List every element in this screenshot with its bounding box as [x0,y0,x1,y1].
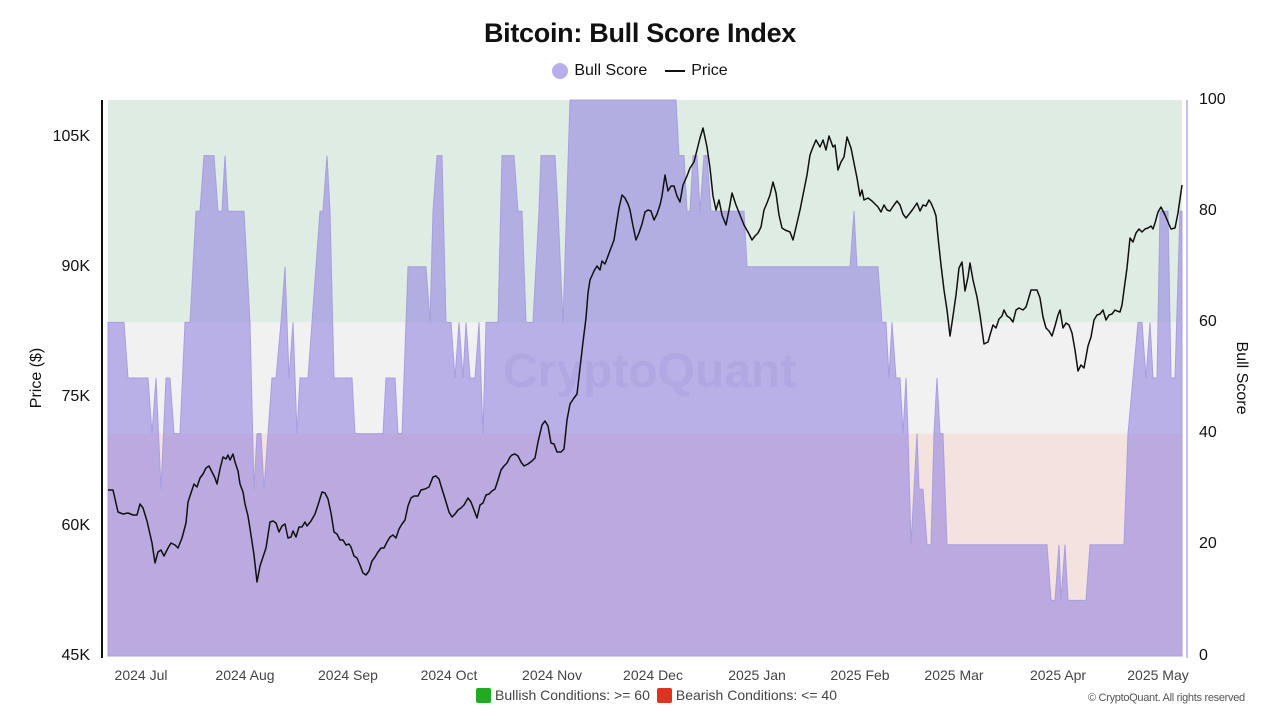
x-tick: 2025 Mar [924,667,984,683]
bearish-conditions-label: Bearish Conditions: <= 40 [675,687,837,703]
line-marker-icon [665,70,686,72]
x-tick: 2025 Apr [1029,667,1087,683]
watermark: CryptoQuant [503,345,797,398]
x-tick: 2025 Jan [728,667,786,683]
legend-label: Price [691,62,728,79]
left-tick: 60K [61,517,90,534]
left-tick: 90K [61,258,90,275]
conditions-legend: Bullish Conditions: >= 60 Bearish Condit… [476,687,837,703]
x-tick: 2024 Jul [114,667,168,683]
x-tick: 2024 Nov [522,667,582,683]
left-tick: 45K [61,647,90,664]
right-tick: 60 [1199,313,1217,330]
bull-score-area [107,99,1183,657]
chart-legend: Bull Score Price [0,62,1280,80]
right-tick: 80 [1199,202,1217,219]
right-tick: 20 [1199,535,1217,552]
circle-marker-icon [552,63,569,79]
green-square-icon [476,687,491,703]
copyright: © CryptoQuant. All rights reserved [1088,692,1245,704]
x-tick: 2024 Dec [623,667,683,683]
right-tick: 100 [1199,91,1226,108]
x-tick: 2024 Sep [318,667,378,683]
red-square-icon [656,687,672,703]
chart-title: Bitcoin: Bull Score Index [483,18,797,48]
legend-label: Bull Score [574,62,648,79]
x-tick: 2025 Feb [830,667,890,683]
bullish-conditions-label: Bullish Conditions: >= 60 [495,687,650,703]
price-line [108,127,1183,583]
legend-bull-score[interactable]: Bull Score [552,62,647,80]
legend-price[interactable]: Price [665,62,728,80]
x-tick: 2024 Aug [215,667,275,683]
left-tick: 75K [61,388,90,405]
right-tick: 40 [1199,424,1217,441]
right-tick: 0 [1199,647,1208,664]
right-axis-label: Bull Score [1233,341,1250,415]
left-tick: 105K [52,128,90,145]
x-tick: 2025 May [1127,667,1189,683]
x-tick: 2024 Oct [420,667,478,683]
